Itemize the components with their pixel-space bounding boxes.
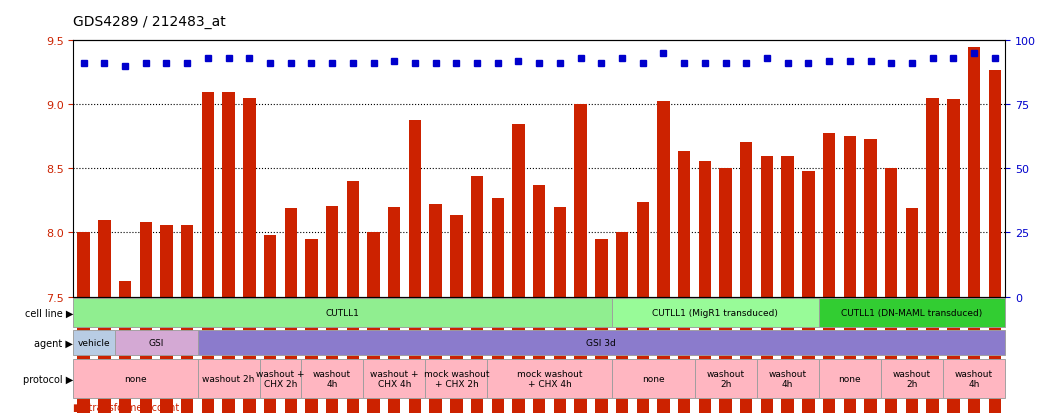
FancyBboxPatch shape [488, 359, 611, 399]
Bar [575, 105, 586, 413]
FancyBboxPatch shape [363, 359, 425, 399]
Bar [988, 71, 1001, 413]
Text: washout 2h: washout 2h [202, 374, 254, 383]
Bar [658, 101, 670, 413]
Text: mock washout
+ CHX 2h: mock washout + CHX 2h [424, 369, 489, 388]
Bar [865, 140, 876, 413]
FancyBboxPatch shape [73, 330, 115, 355]
FancyBboxPatch shape [425, 359, 488, 399]
Bar [264, 235, 276, 413]
Text: vehicle: vehicle [77, 338, 110, 347]
Text: washout
4h: washout 4h [768, 369, 807, 388]
Bar [512, 124, 525, 413]
FancyBboxPatch shape [943, 359, 1005, 399]
Text: CUTLL1 (DN-MAML transduced): CUTLL1 (DN-MAML transduced) [842, 308, 982, 317]
Bar [823, 133, 836, 413]
Text: washout
4h: washout 4h [955, 369, 994, 388]
Bar [285, 209, 297, 413]
FancyBboxPatch shape [881, 359, 943, 399]
Bar [948, 100, 959, 413]
Text: washout +
CHX 4h: washout + CHX 4h [370, 369, 419, 388]
Text: ■  transformed count: ■ transformed count [73, 402, 179, 412]
Bar [719, 169, 732, 413]
Text: GDS4289 / 212483_at: GDS4289 / 212483_at [73, 15, 226, 29]
Text: washout
2h: washout 2h [707, 369, 744, 388]
Text: GSI: GSI [149, 338, 163, 347]
Bar [119, 282, 131, 413]
FancyBboxPatch shape [611, 359, 694, 399]
Bar [202, 93, 214, 413]
Bar [98, 220, 111, 413]
Bar [388, 207, 400, 413]
Bar [740, 142, 753, 413]
Bar [450, 215, 463, 413]
Text: GSI 3d: GSI 3d [586, 338, 617, 347]
FancyBboxPatch shape [611, 299, 819, 327]
Bar [761, 156, 773, 413]
Bar [347, 182, 359, 413]
Bar [802, 172, 815, 413]
Bar [533, 186, 545, 413]
FancyBboxPatch shape [198, 359, 260, 399]
Text: mock washout
+ CHX 4h: mock washout + CHX 4h [517, 369, 582, 388]
Text: none: none [839, 374, 861, 383]
Bar [222, 93, 235, 413]
Bar [471, 177, 484, 413]
FancyBboxPatch shape [115, 330, 198, 355]
Text: none: none [642, 374, 665, 383]
Bar [637, 202, 649, 413]
Bar [367, 233, 380, 413]
Bar [927, 99, 939, 413]
Text: cell line ▶: cell line ▶ [25, 308, 73, 318]
Bar [77, 233, 90, 413]
Bar [554, 207, 566, 413]
Text: CUTLL1: CUTLL1 [326, 308, 359, 317]
FancyBboxPatch shape [819, 359, 881, 399]
Bar [678, 151, 690, 413]
Text: CUTLL1 (MigR1 transduced): CUTLL1 (MigR1 transduced) [652, 308, 778, 317]
Bar [243, 99, 255, 413]
Text: protocol ▶: protocol ▶ [23, 374, 73, 384]
FancyBboxPatch shape [302, 359, 363, 399]
FancyBboxPatch shape [73, 359, 198, 399]
Bar [492, 198, 504, 413]
Bar [967, 47, 980, 413]
Bar [595, 239, 607, 413]
Bar [160, 225, 173, 413]
Bar [616, 233, 628, 413]
FancyBboxPatch shape [73, 299, 611, 327]
FancyBboxPatch shape [819, 299, 1005, 327]
Bar [181, 225, 194, 413]
FancyBboxPatch shape [260, 359, 302, 399]
FancyBboxPatch shape [694, 359, 757, 399]
Text: none: none [125, 374, 147, 383]
Bar [781, 156, 794, 413]
Bar [698, 161, 711, 413]
Text: washout
4h: washout 4h [313, 369, 351, 388]
Bar [885, 169, 897, 413]
Text: agent ▶: agent ▶ [35, 338, 73, 348]
Text: washout +
CHX 2h: washout + CHX 2h [257, 369, 305, 388]
FancyBboxPatch shape [198, 330, 1005, 355]
Bar [408, 121, 421, 413]
Bar [429, 205, 442, 413]
FancyBboxPatch shape [757, 359, 819, 399]
Bar [326, 206, 338, 413]
Bar [906, 209, 918, 413]
Bar [306, 239, 317, 413]
Bar [844, 137, 856, 413]
Text: washout
2h: washout 2h [893, 369, 931, 388]
Bar [139, 223, 152, 413]
